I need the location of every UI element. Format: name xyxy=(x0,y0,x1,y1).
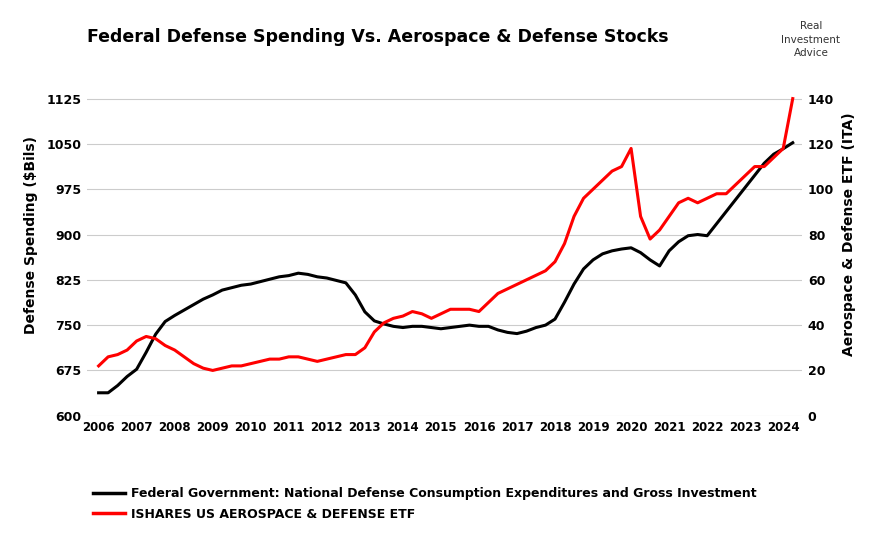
Text: Federal Defense Spending Vs. Aerospace & Defense Stocks: Federal Defense Spending Vs. Aerospace &… xyxy=(87,28,669,46)
Text: Real
Investment
Advice: Real Investment Advice xyxy=(781,21,841,58)
Y-axis label: Aerospace & Defense ETF (ITA): Aerospace & Defense ETF (ITA) xyxy=(842,112,856,357)
Legend: Federal Government: National Defense Consumption Expenditures and Gross Investme: Federal Government: National Defense Con… xyxy=(93,487,757,521)
Y-axis label: Defense Spending ($Bils): Defense Spending ($Bils) xyxy=(24,135,38,334)
